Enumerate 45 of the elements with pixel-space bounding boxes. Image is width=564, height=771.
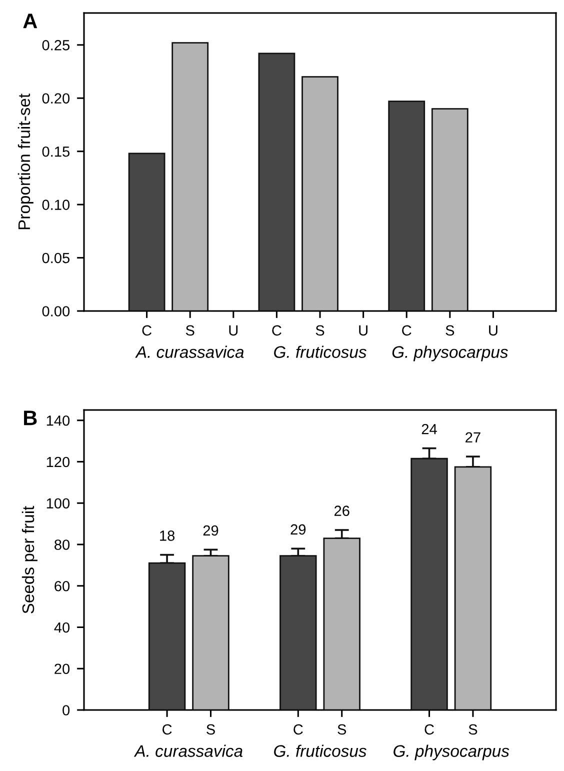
y-tick-label: 20 — [54, 664, 70, 674]
y-tick-label: 0.10 — [42, 200, 70, 210]
x-tick-label: S — [186, 325, 194, 336]
y-tick-label: 0 — [62, 705, 70, 716]
text: G. physocarpus — [394, 744, 510, 760]
annotation: 24 — [422, 424, 437, 434]
x-tick-label: U — [489, 325, 498, 336]
x-tick-label: C — [272, 325, 282, 336]
y-tick-label: 0.05 — [42, 252, 70, 264]
annotation: 18 — [160, 530, 175, 541]
y-tick-label: 80 — [54, 540, 70, 550]
y-tick-label: 0.00 — [42, 306, 70, 316]
x-tick-label: C — [162, 724, 172, 735]
x-tick-label: C — [402, 325, 412, 336]
y-tick-label: 0.15 — [42, 146, 70, 157]
x-tick-label: C — [142, 325, 152, 336]
text: A. curassavica — [134, 744, 243, 757]
x-tick-label: U — [229, 325, 238, 336]
x-tick-label: S — [206, 724, 215, 735]
y-tick-label: 100 — [46, 498, 70, 509]
annotation: 29 — [203, 525, 218, 536]
chart-title: B — [24, 410, 37, 426]
y-tick-label: 140 — [46, 415, 70, 426]
x-tick-label: U — [359, 325, 368, 336]
text: G. fruticosus — [274, 744, 366, 757]
chart-title: A — [23, 14, 38, 28]
annotation: 29 — [290, 524, 306, 535]
text: G. fruticosus — [274, 346, 366, 358]
x-tick-label: C — [424, 724, 434, 735]
annotation: 26 — [334, 506, 350, 516]
y-axis-title: Seeds per fruit — [22, 506, 38, 614]
x-tick-label: S — [338, 724, 346, 735]
x-tick-label: S — [468, 724, 478, 735]
y-tick-label: 0.20 — [42, 93, 70, 104]
text: G. physocarpus — [392, 346, 508, 362]
y-tick-label: 0.25 — [42, 40, 70, 50]
x-tick-label: C — [294, 724, 303, 735]
x-tick-label: S — [316, 325, 324, 336]
y-axis-title: Proportion fruit-set — [18, 94, 34, 230]
annotation: 27 — [466, 432, 480, 442]
y-tick-label: 120 — [46, 456, 70, 468]
y-tick-label: 40 — [54, 622, 70, 633]
y-tick-label: 60 — [54, 580, 70, 592]
x-tick-label: S — [446, 325, 454, 336]
text: A. curassavica — [135, 346, 244, 358]
